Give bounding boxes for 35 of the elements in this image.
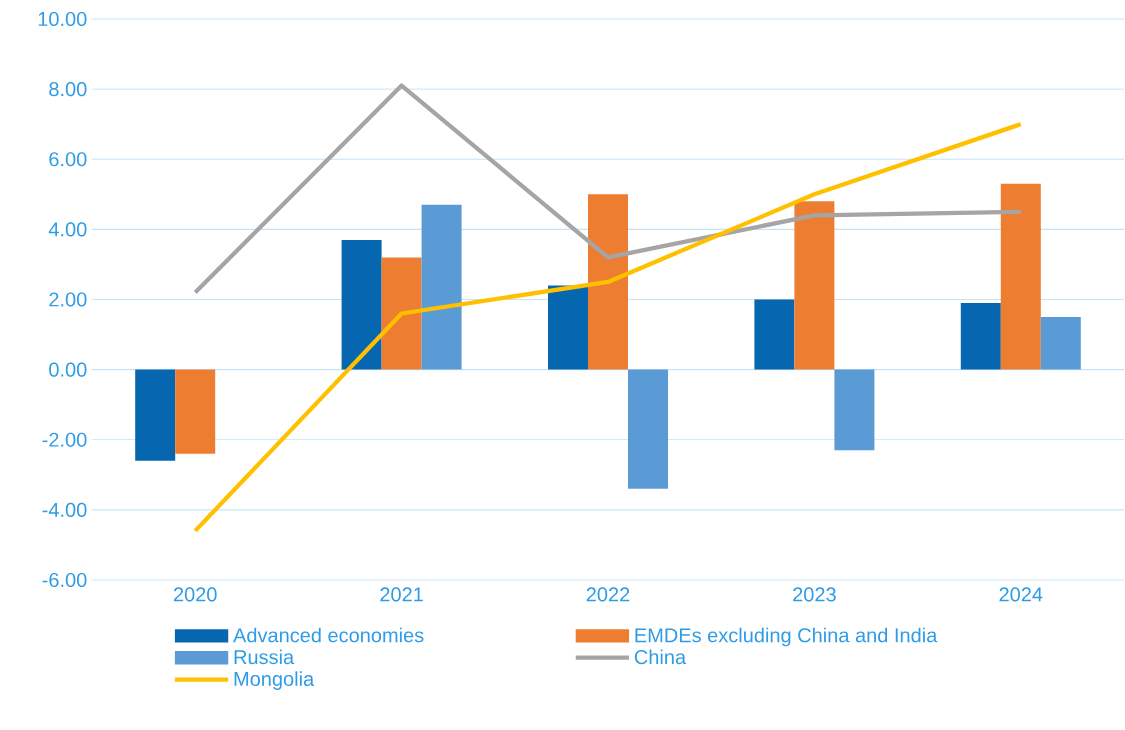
bar [628, 369, 668, 489]
bar [135, 369, 176, 461]
line-series [193, 122, 1023, 534]
bar [548, 285, 588, 370]
bar [960, 302, 1001, 370]
x-tick-label: 2021 [380, 587, 423, 602]
x-tick-label: 2023 [793, 587, 836, 602]
legend-label: EMDEs excluding China and India [635, 627, 938, 647]
legend-label: Russia [234, 649, 295, 665]
legend-label: Mongolia [234, 671, 315, 690]
y-tick-label: -6.00 [42, 572, 87, 588]
bar [175, 369, 216, 454]
y-tick-label: 10.00 [38, 11, 87, 27]
bar [588, 194, 628, 370]
y-tick-label: -2.00 [42, 432, 87, 447]
bar [1000, 183, 1041, 370]
legend-label: Advanced economies [233, 627, 424, 643]
bar [421, 204, 462, 370]
bar [794, 201, 835, 370]
bar [1040, 317, 1081, 370]
bar [381, 257, 422, 370]
y-tick-label: 8.00 [49, 82, 87, 97]
y-tick-label: 6.00 [49, 152, 87, 167]
bar [754, 299, 795, 370]
y-tick-label: 0.00 [49, 362, 87, 377]
line-series [193, 83, 1023, 295]
bar [834, 369, 875, 451]
x-tick-label: 2022 [586, 587, 630, 602]
y-tick-label: 4.00 [48, 222, 87, 237]
x-tick-label: 2020 [173, 587, 217, 602]
bar [341, 239, 382, 370]
y-tick-label: 2.00 [49, 292, 87, 307]
legend-label: China [634, 649, 687, 665]
y-tick-label: -4.00 [42, 502, 87, 517]
x-tick-label: 2024 [999, 587, 1043, 602]
